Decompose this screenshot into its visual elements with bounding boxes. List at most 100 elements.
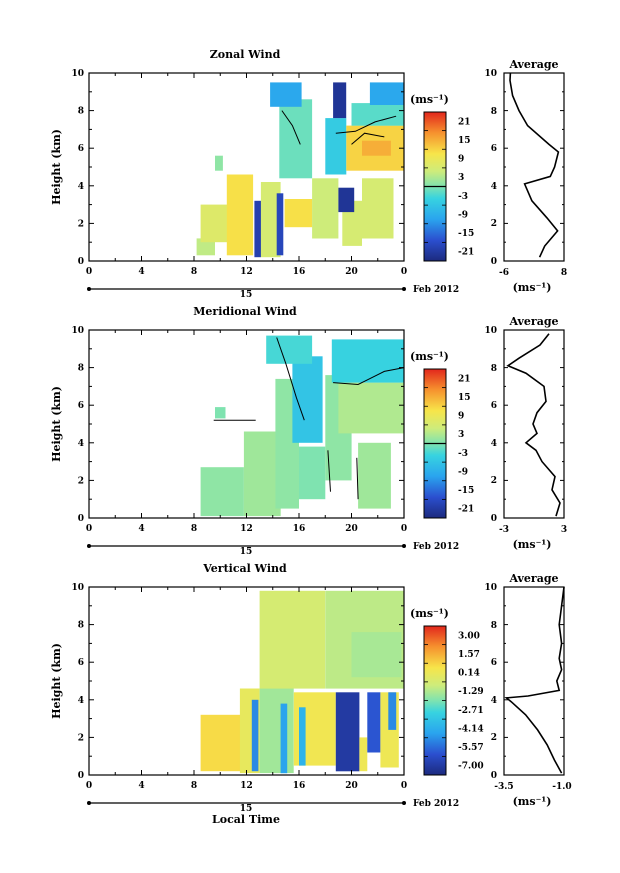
y-tick-label: 4 (78, 696, 84, 706)
heatmap-cell (260, 182, 281, 258)
colorbar-label: -15 (458, 486, 474, 496)
average-title: Average (508, 58, 558, 71)
colorbar: 21 15 9 3 -3 -9 -15 -21 (423, 111, 474, 262)
date-axis: 15 Feb 2012 (87, 799, 459, 814)
colorbar-label: -4.14 (458, 724, 484, 734)
date-label: Feb 2012 (413, 799, 459, 809)
average-unit: (ms⁻¹) (513, 538, 552, 551)
average-x-tick: 8 (561, 268, 567, 278)
average-title: Average (508, 572, 558, 585)
colorbar-unit: (ms⁻¹) (410, 93, 449, 106)
heatmap-cell (312, 178, 339, 239)
average-y-tick: 4 (491, 439, 497, 449)
y-axis-title: Height (km) (50, 386, 63, 462)
panel-zonal: Zonal Wind 0 4 8 12 16 20 0 0 2 4 6 8 10… (50, 48, 567, 300)
y-tick-label: 10 (71, 583, 84, 593)
x-tick-labels: 0 4 8 12 16 20 0 (86, 267, 407, 277)
average-y-tick: 0 (491, 771, 497, 781)
heatmap-cell (259, 590, 326, 689)
heatmap-cell (279, 99, 313, 179)
zero-contour (333, 367, 405, 386)
heatmap-plot (200, 590, 405, 774)
heatmap-cell (369, 82, 404, 105)
colorbar-unit: (ms⁻¹) (410, 607, 449, 620)
zero-contour (351, 132, 385, 145)
x-tick-label: 0 (86, 524, 92, 534)
y-tick-label: 0 (78, 514, 84, 524)
x-tick-label: 8 (191, 267, 197, 277)
heatmap-cell (351, 103, 404, 126)
heatmap-cell (359, 737, 368, 772)
heatmap-cell (200, 467, 244, 517)
heatmap-plot (196, 82, 404, 258)
day-label: 15 (240, 547, 253, 557)
average-y-tick: 2 (491, 733, 497, 743)
colorbar-label: 21 (458, 117, 471, 127)
heatmap-cell (299, 446, 326, 500)
colorbar-label: -7.00 (458, 762, 484, 772)
x-tick-labels: 0 4 8 12 16 20 0 (86, 524, 407, 534)
colorbar-label: 1.57 (458, 650, 480, 660)
heatmap-cell (243, 431, 281, 517)
y-tick-label: 6 (78, 658, 84, 668)
average-y-tick: 0 (491, 514, 497, 524)
y-tick-labels: 0 2 4 6 8 10 (71, 583, 84, 781)
x-tick-label: 4 (138, 781, 144, 791)
average-y-tick: 4 (491, 182, 497, 192)
average-x-tick: 3 (561, 525, 567, 535)
colorbar-label: -1.29 (458, 687, 484, 697)
y-tick-label: 2 (78, 476, 84, 486)
x-tick-label: 16 (293, 524, 306, 534)
y-tick-label: 2 (78, 219, 84, 229)
colorbar-label: -3 (458, 192, 468, 202)
average-y-tick: 10 (484, 583, 497, 593)
heatmap-cell (251, 699, 259, 772)
heatmap-cell (338, 382, 404, 434)
heatmap-cell (338, 187, 355, 213)
x-tick-label: 4 (138, 267, 144, 277)
y-tick-label: 0 (78, 257, 84, 267)
x-tick-label: 20 (345, 524, 358, 534)
colorbar-label: -3 (458, 449, 468, 459)
x-tick-label: 16 (293, 267, 306, 277)
x-tick-label: 20 (345, 267, 358, 277)
panel-title: Meridional Wind (193, 305, 297, 318)
average-y-tick: 6 (491, 401, 497, 411)
x-tick-label: 20 (345, 781, 358, 791)
y-tick-label: 10 (71, 69, 84, 79)
x-tick-label: 0 (86, 781, 92, 791)
y-tick-label: 8 (78, 364, 84, 374)
y-tick-label: 4 (78, 439, 84, 449)
x-tick-label: 4 (138, 524, 144, 534)
zero-contour (276, 337, 305, 421)
date-label: Feb 2012 (413, 285, 459, 295)
heatmap-cell (259, 688, 294, 774)
x-tick-label: 12 (240, 267, 253, 277)
heatmap-cell (362, 140, 391, 156)
colorbar-label: -21 (458, 248, 474, 258)
heatmap-cell (226, 174, 254, 256)
zero-contour (281, 110, 301, 145)
average-x-tick: -3.5 (494, 782, 513, 792)
colorbar-label: 0.14 (458, 669, 480, 679)
x-tick-label: 16 (293, 781, 306, 791)
heatmap-cell (254, 200, 261, 258)
average-y-tick: 8 (491, 621, 497, 631)
day-label: 15 (240, 804, 253, 814)
average-title: Average (508, 315, 558, 328)
heatmap-cell (284, 199, 313, 228)
average-profile: 0 2 4 6 8 10 -3.5 -1.0 (ms⁻¹) (484, 583, 571, 808)
x-tick-label: 0 (401, 267, 407, 277)
zero-contour (327, 450, 331, 492)
heatmap-cell (200, 714, 240, 772)
x-tick-label: 12 (240, 524, 253, 534)
x-tick-labels: 0 4 8 12 16 20 0 (86, 781, 407, 791)
heatmap-cell (335, 692, 360, 772)
average-y-tick: 4 (491, 696, 497, 706)
average-y-tick: 10 (484, 326, 497, 336)
colorbar-label: 15 (458, 393, 471, 403)
average-y-tick: 2 (491, 476, 497, 486)
average-y-tick: 0 (491, 257, 497, 267)
colorbar-label: 15 (458, 136, 471, 146)
